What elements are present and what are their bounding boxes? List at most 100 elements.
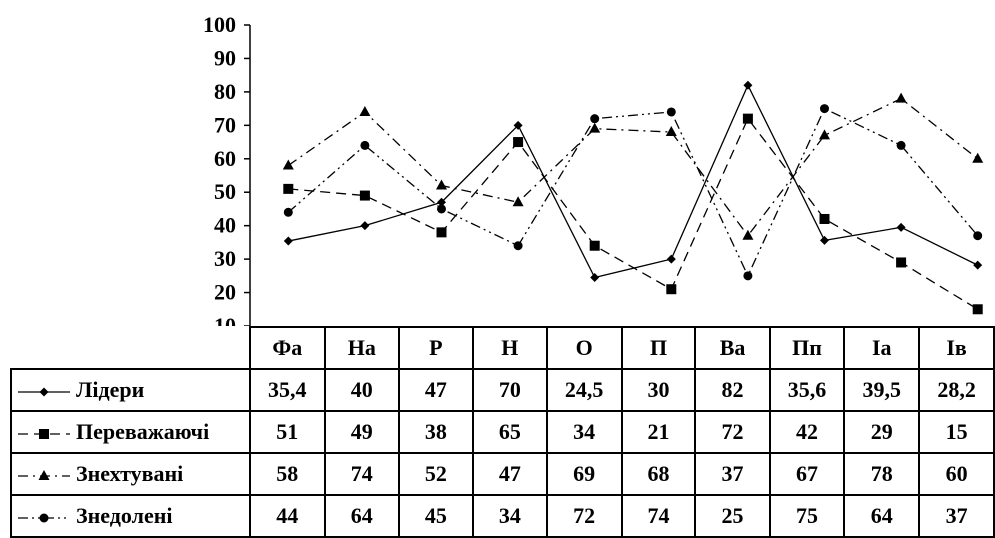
table-cell: 58: [248, 452, 326, 496]
point-marker: [895, 92, 907, 103]
table-cell: 42: [768, 410, 846, 454]
y-tick-label: 60: [214, 146, 236, 171]
series-1: [283, 80, 983, 283]
y-tick-label: 80: [214, 79, 236, 104]
point-marker: [743, 271, 753, 281]
point-marker: [283, 183, 294, 194]
table-cell: 38: [397, 410, 474, 454]
table-cell: 69: [545, 452, 623, 496]
legend-label: Переважаючі: [76, 419, 210, 444]
y-tick-label: 30: [214, 246, 236, 271]
table-cell: 75: [768, 494, 846, 538]
legend-label: Знехтувані: [76, 461, 184, 486]
y-tick-label: 20: [214, 280, 236, 305]
y-tick-label: 50: [214, 179, 236, 204]
point-marker: [512, 196, 524, 207]
table-cell: 15: [918, 410, 995, 454]
point-marker: [359, 190, 370, 201]
point-marker: [742, 113, 753, 124]
point-marker: [360, 221, 370, 231]
table-row: Переважаючі 51 49 38 65 34 21 72 42 29 15: [10, 410, 995, 454]
category-label: На: [323, 326, 400, 370]
table-cell: 70: [471, 368, 548, 412]
table-cell: 64: [843, 494, 921, 538]
table-cell: 67: [768, 452, 846, 496]
point-marker: [437, 204, 446, 214]
table-cell: 21: [620, 410, 697, 454]
point-marker: [437, 197, 446, 207]
table-cell: 52: [397, 452, 474, 496]
point-marker: [666, 254, 676, 264]
table-cell: 29: [843, 410, 921, 454]
table-header-row: Фа На Р Н О П Ва Пп Іа Ів: [11, 326, 995, 370]
legend-swatch: [18, 428, 70, 439]
legend-entry: Лідери: [10, 368, 251, 412]
table-cell: 37: [918, 494, 995, 538]
point-marker: [513, 120, 523, 130]
y-tick-label: 70: [214, 112, 236, 137]
series-2: [283, 113, 983, 315]
table-row: Знедолені 44 64 45 34 72 74 25 75 64 37: [10, 494, 995, 538]
series-4: [283, 104, 983, 281]
series-3: [282, 92, 984, 240]
data-table: Фа На Р Н О П Ва Пп Іа Ів Лідери 35,4 40 47 70 24,5 30 8…: [10, 326, 995, 538]
table-cell: 74: [323, 452, 400, 496]
point-marker: [513, 241, 523, 251]
point-marker: [590, 273, 600, 283]
table-cell: 64: [323, 494, 400, 538]
point-marker: [360, 140, 370, 150]
legend-swatch: [18, 387, 70, 397]
table-cell: 68: [620, 452, 697, 496]
line-chart: 100 90 80 70 60 50 40 30 20 10: [203, 12, 984, 326]
series-line: [287, 107, 979, 278]
point-marker: [39, 387, 49, 397]
point-marker: [666, 284, 677, 295]
table-cell: 78: [843, 452, 921, 496]
table-cell: 34: [471, 494, 548, 538]
point-marker: [819, 129, 830, 140]
category-label: Ів: [918, 326, 995, 370]
point-marker: [896, 140, 906, 150]
table-cell: 35,4: [248, 368, 326, 412]
table-cell: 40: [323, 368, 400, 412]
point-marker: [973, 231, 983, 241]
table-row: Лідери 35,4 40 47 70 24,5 30 82 35,6 39,5 28,2: [10, 368, 995, 412]
point-marker: [283, 236, 293, 246]
point-marker: [896, 257, 907, 268]
table-cell: 47: [471, 452, 548, 496]
legend-label: Знедолені: [76, 503, 173, 528]
point-marker: [665, 126, 677, 137]
point-marker: [590, 114, 600, 124]
point-marker: [896, 222, 906, 232]
point-marker: [666, 107, 676, 117]
table-cell: 35,6: [768, 368, 846, 412]
table-cell: 49: [323, 410, 400, 454]
series-line: [288, 83, 978, 279]
table-cell: 72: [694, 410, 771, 454]
table-row: Знехтувані 58 74 52 47 69 68 37 67 78 60: [10, 452, 995, 496]
point-marker: [436, 227, 447, 238]
series-line: [288, 117, 979, 310]
legend-entry: Знехтувані: [10, 452, 251, 496]
point-marker: [282, 159, 294, 170]
point-marker: [283, 207, 293, 217]
table-cell: 51: [248, 410, 326, 454]
legend-entry: Переважаючі: [10, 410, 251, 454]
table-cell: 45: [397, 494, 474, 538]
point-marker: [39, 513, 49, 523]
point-marker: [436, 179, 447, 190]
legend-swatch: [18, 513, 70, 523]
category-label: Ва: [694, 326, 771, 370]
table-cell: 60: [918, 452, 995, 496]
point-marker: [742, 229, 754, 240]
table-cell: 30: [620, 368, 697, 412]
table-cell: 24,5: [545, 368, 623, 412]
point-marker: [359, 105, 371, 116]
table-cell: 25: [694, 494, 771, 538]
y-axis: 100 90 80 70 60 50 40 30 20 10: [203, 12, 251, 326]
table-corner: [11, 327, 251, 370]
table-cell: 65: [471, 410, 548, 454]
y-tick-label: 10: [214, 313, 236, 326]
point-marker: [820, 104, 829, 114]
point-marker: [589, 240, 600, 251]
